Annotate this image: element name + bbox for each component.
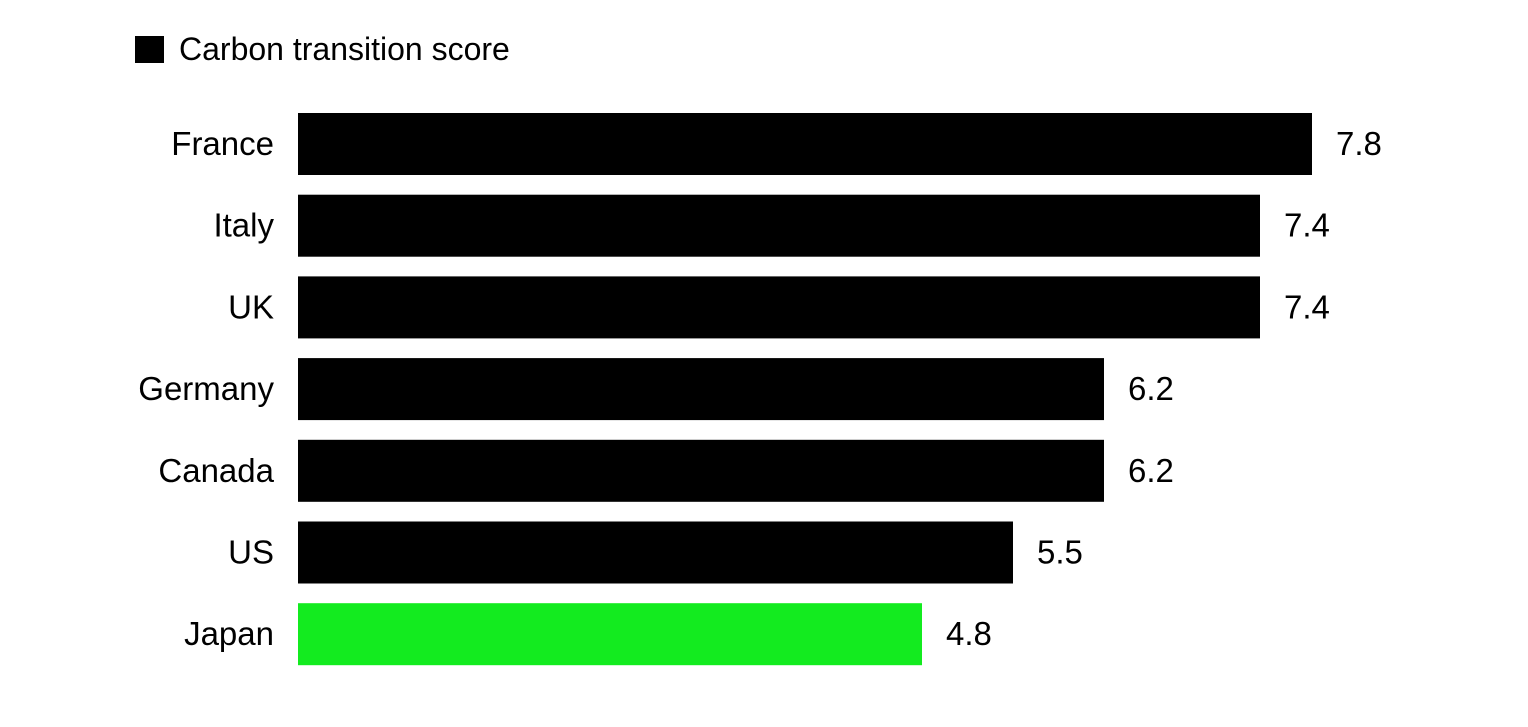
bar-uk — [298, 276, 1260, 339]
value-label-canada: 6.2 — [1128, 452, 1174, 489]
bar-us — [298, 521, 1013, 584]
value-label-germany: 6.2 — [1128, 370, 1174, 407]
value-label-france: 7.8 — [1336, 125, 1382, 162]
bar-japan — [298, 603, 922, 666]
category-label-france: France — [171, 125, 274, 162]
bar-germany — [298, 358, 1104, 421]
value-label-uk: 7.4 — [1284, 288, 1330, 325]
bar-canada — [298, 439, 1104, 502]
value-label-japan: 4.8 — [946, 615, 992, 652]
bar-italy — [298, 194, 1260, 257]
value-label-italy: 7.4 — [1284, 207, 1330, 244]
category-label-canada: Canada — [158, 452, 274, 489]
category-label-us: US — [228, 534, 274, 571]
category-label-italy: Italy — [213, 207, 274, 244]
category-label-uk: UK — [228, 288, 274, 325]
category-label-germany: Germany — [138, 370, 274, 407]
legend: Carbon transition score — [135, 30, 510, 68]
category-label-japan: Japan — [184, 615, 274, 652]
legend-label: Carbon transition score — [179, 31, 510, 67]
legend-swatch — [135, 35, 164, 63]
bar-france — [298, 113, 1312, 175]
value-label-us: 5.5 — [1037, 534, 1083, 571]
